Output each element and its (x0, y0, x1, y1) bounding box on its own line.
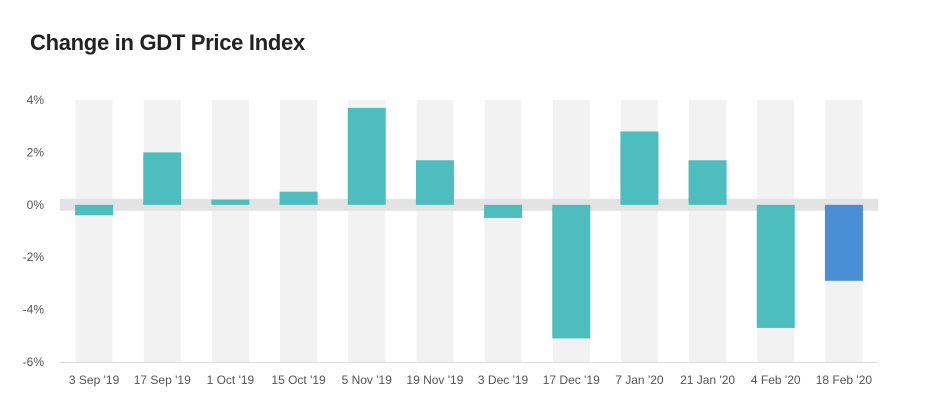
bar (620, 131, 659, 205)
x-tick-label: 3 Dec '19 (478, 373, 529, 387)
bar (688, 160, 727, 205)
category-band (416, 100, 454, 362)
x-tick-label: 15 Oct '19 (271, 373, 326, 387)
bar (552, 204, 591, 339)
bar (279, 191, 318, 205)
bar (415, 160, 454, 205)
category-bands (75, 100, 863, 362)
x-tick-label: 19 Nov '19 (406, 373, 463, 387)
x-tick-label: 21 Jan '20 (680, 373, 735, 387)
y-tick-label: 4% (27, 93, 45, 107)
x-axis-ticks: 3 Sep '19 17 Sep '19 1 Oct '19 15 Oct '19 5 … (69, 373, 872, 387)
bars (75, 107, 863, 339)
category-band (484, 100, 522, 362)
x-tick-label: 17 Dec '19 (543, 373, 600, 387)
chart-title: Change in GDT Price Index (30, 30, 305, 55)
y-tick-label: -6% (23, 355, 45, 369)
y-tick-label: 0% (27, 198, 45, 212)
zero-band (60, 198, 878, 211)
x-tick-label: 18 Feb '20 (816, 373, 873, 387)
category-band (211, 100, 249, 362)
y-axis-ticks: 4% 2% 0% -2% -4% -6% (23, 93, 45, 369)
bar (75, 204, 114, 216)
category-band (280, 100, 318, 362)
bar (484, 204, 523, 218)
y-tick-label: -4% (23, 303, 45, 317)
category-band (143, 100, 181, 362)
x-tick-label: 7 Jan '20 (615, 373, 664, 387)
y-tick-label: -2% (23, 250, 45, 264)
category-band (689, 100, 727, 362)
bar (824, 204, 863, 281)
bar (347, 107, 386, 205)
x-tick-label: 3 Sep '19 (69, 373, 120, 387)
bar (143, 152, 182, 205)
y-tick-label: 2% (27, 145, 45, 159)
bar (211, 199, 250, 205)
category-band (75, 100, 113, 362)
bar (756, 204, 795, 328)
x-tick-label: 1 Oct '19 (207, 373, 255, 387)
x-tick-label: 17 Sep '19 (134, 373, 191, 387)
x-tick-label: 4 Feb '20 (751, 373, 801, 387)
x-tick-label: 5 Nov '19 (342, 373, 393, 387)
